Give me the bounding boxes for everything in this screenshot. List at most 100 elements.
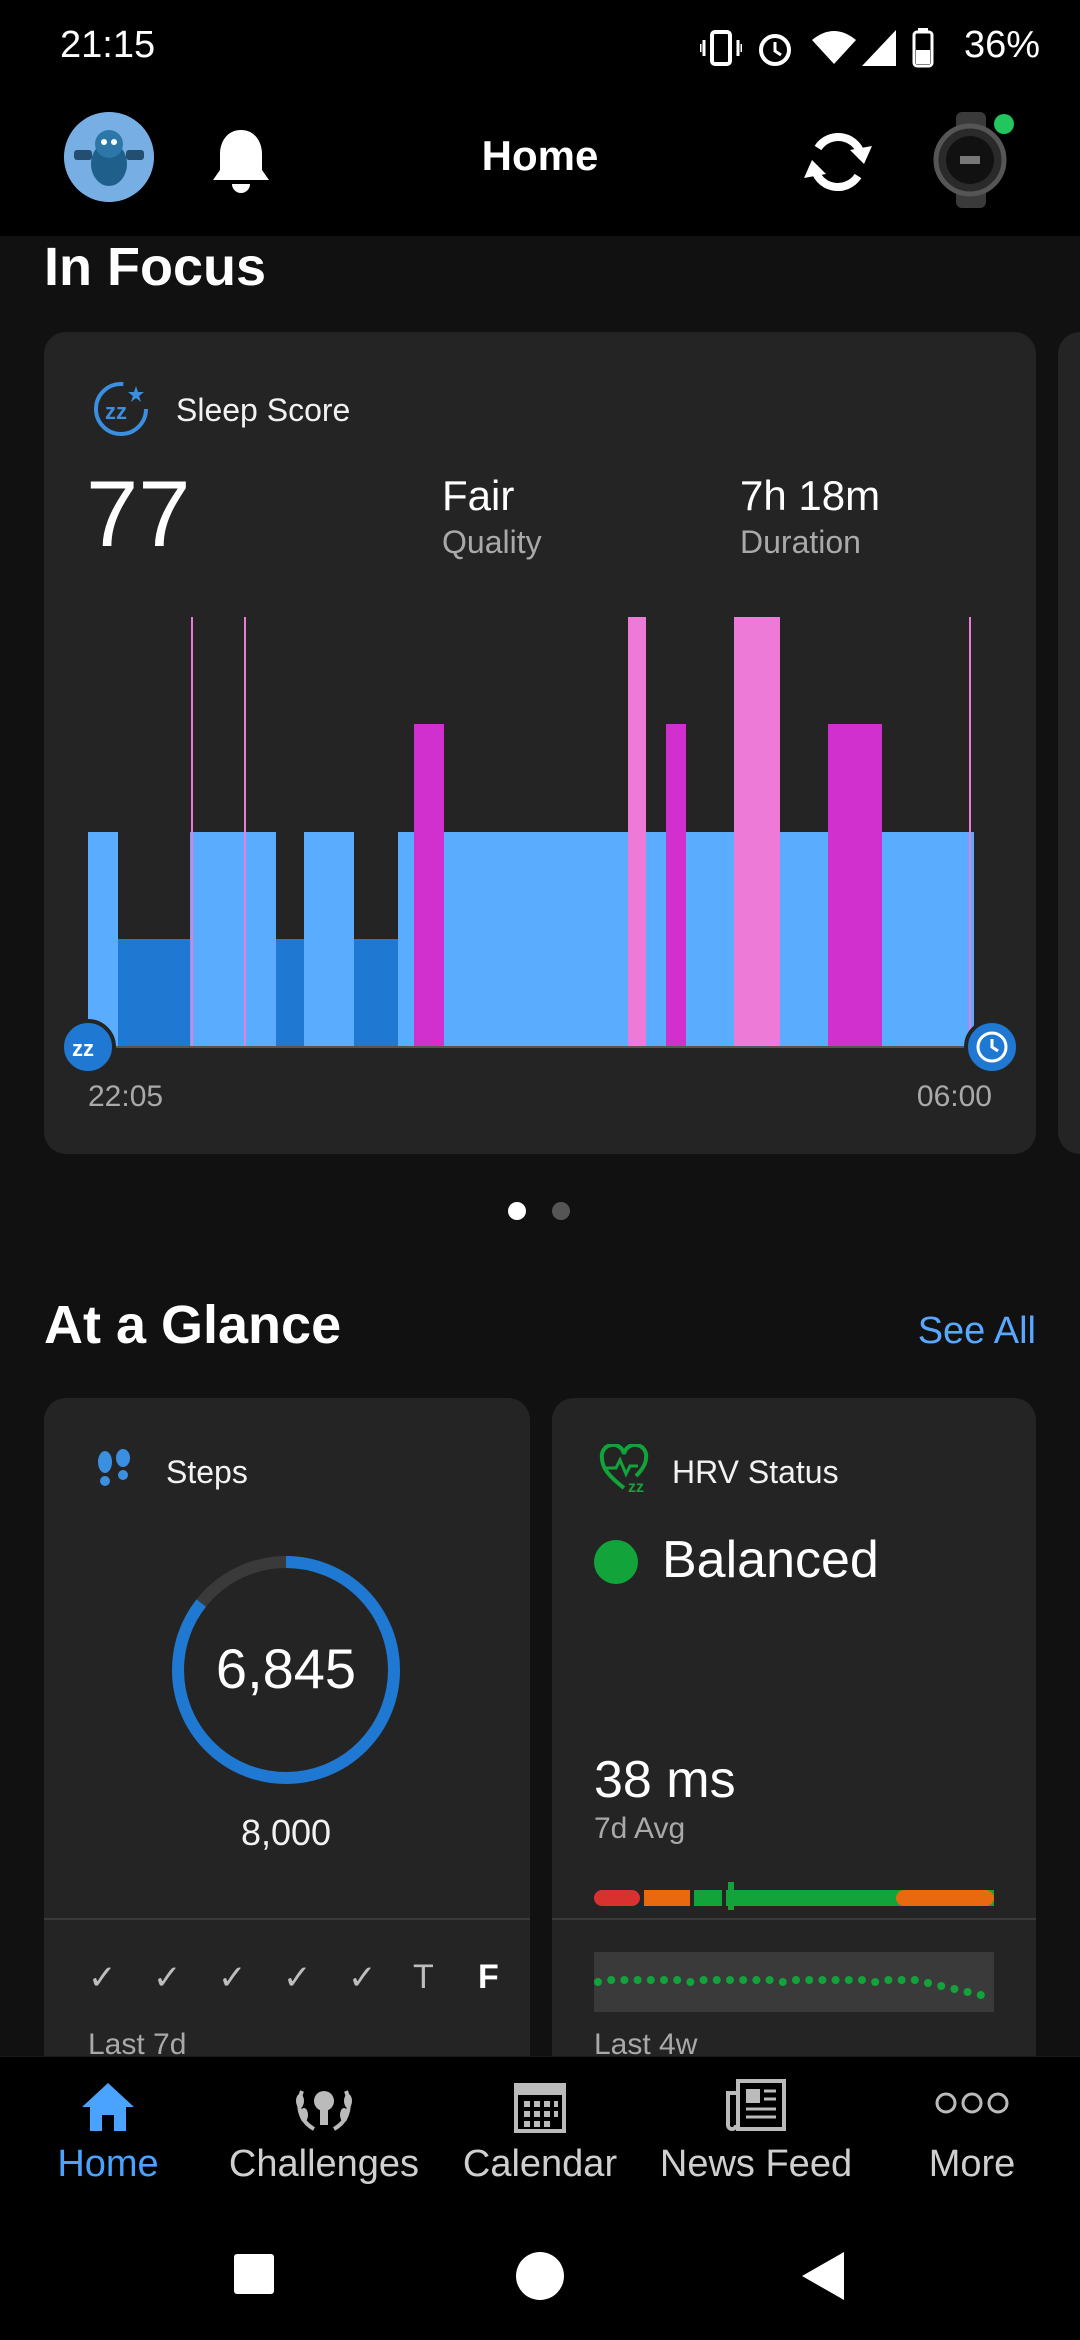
hrv-trend-point bbox=[765, 1976, 774, 1984]
hrv-trend-point bbox=[778, 1978, 787, 1986]
hrv-trend-point bbox=[673, 1976, 682, 1984]
bottom-navigation: Home Challenges Calendar bbox=[0, 2056, 1080, 2209]
hrv-trend-point bbox=[594, 1978, 602, 1986]
bell-icon[interactable] bbox=[210, 126, 272, 196]
calendar-icon bbox=[514, 2083, 566, 2133]
sleep-quality-label: Quality bbox=[442, 524, 542, 560]
hrv-trend-point bbox=[844, 1976, 853, 1984]
steps-divider bbox=[44, 1918, 530, 1920]
signal-icon bbox=[862, 30, 896, 66]
hrv-range-bar bbox=[594, 1882, 994, 1910]
sleep-duration-value: 7h 18m bbox=[740, 472, 881, 519]
page-dot-2[interactable] bbox=[552, 1202, 570, 1220]
next-focus-card-peek[interactable] bbox=[1058, 332, 1080, 1154]
hrv-trend-point bbox=[792, 1976, 800, 1984]
steps-day-marker: F bbox=[478, 1958, 499, 1996]
steps-card-title: Steps bbox=[166, 1454, 248, 1490]
hrv-trend-chart bbox=[594, 1952, 994, 2012]
nav-news-feed[interactable]: News Feed bbox=[648, 2057, 864, 2209]
sleep-quality-value: Fair bbox=[442, 472, 515, 519]
home-content[interactable]: In Focus zz Sleep Score 77 Fair Quality … bbox=[0, 236, 1080, 2056]
hrv-divider bbox=[552, 1918, 1036, 1920]
hrv-trend-point bbox=[871, 1978, 880, 1986]
hrv-trend-point bbox=[963, 1988, 972, 1996]
hrv-value-label: 7d Avg bbox=[594, 1812, 686, 1845]
hrv-footer: Last 4w bbox=[594, 2028, 698, 2056]
laurel-icon bbox=[296, 2090, 352, 2131]
app-bar: Home bbox=[0, 96, 1080, 236]
status-bar: 21:15 36% bbox=[0, 0, 1080, 96]
svg-text:zz: zz bbox=[628, 1479, 644, 1496]
back-button[interactable] bbox=[800, 2250, 846, 2302]
hrv-trend-point bbox=[831, 1976, 840, 1984]
hrv-heart-icon: zz bbox=[599, 1444, 649, 1496]
watch-device-icon[interactable] bbox=[930, 112, 1020, 208]
steps-day-marker: ✓ bbox=[218, 1959, 247, 1997]
wifi-icon bbox=[812, 31, 856, 64]
vibrate-icon bbox=[700, 30, 742, 66]
sleep-end-time: 06:00 bbox=[916, 1080, 992, 1113]
hrv-trend-point bbox=[686, 1978, 695, 1986]
steps-day-marker: ✓ bbox=[153, 1959, 182, 1997]
hrv-status-dot bbox=[594, 1540, 638, 1584]
hrv-trend-point bbox=[897, 1976, 906, 1984]
recent-apps-button[interactable] bbox=[234, 2254, 274, 2294]
nav-home-label: Home bbox=[57, 2143, 159, 2185]
nav-more[interactable]: More bbox=[864, 2057, 1080, 2209]
sync-icon[interactable] bbox=[800, 124, 876, 200]
hrv-trend-point bbox=[884, 1976, 893, 1984]
hrv-status-card[interactable]: zz HRV Status Balanced 38 ms 7d Avg Last… bbox=[552, 1398, 1036, 2056]
hrv-trend-point bbox=[910, 1976, 919, 1984]
hrv-trend-point bbox=[660, 1976, 668, 1984]
hrv-value: 38 ms bbox=[594, 1751, 736, 1809]
nav-challenges[interactable]: Challenges bbox=[216, 2057, 432, 2209]
avatar-icon bbox=[64, 112, 154, 202]
hrv-trend-point bbox=[699, 1976, 708, 1984]
hrv-trend-point bbox=[805, 1976, 814, 1984]
battery-icon bbox=[912, 28, 934, 68]
hrv-trend-point bbox=[620, 1976, 629, 1984]
hypnogram-bars bbox=[88, 617, 974, 1047]
page-dot-1[interactable] bbox=[508, 1202, 526, 1220]
nav-calendar[interactable]: Calendar bbox=[432, 2057, 648, 2209]
hrv-trend-point bbox=[607, 1976, 616, 1984]
hrv-trend-point bbox=[818, 1976, 827, 1984]
alarm-icon bbox=[759, 34, 791, 66]
steps-day-marker: ✓ bbox=[283, 1959, 312, 1997]
steps-value: 6,845 bbox=[215, 1637, 357, 1700]
hrv-trend-point bbox=[739, 1976, 748, 1984]
hrv-trend-point bbox=[712, 1976, 721, 1984]
hrv-status-value: Balanced bbox=[662, 1531, 879, 1589]
home-icon bbox=[82, 2083, 134, 2131]
home-button[interactable] bbox=[516, 2252, 564, 2300]
newspaper-icon bbox=[726, 2079, 786, 2131]
steps-card[interactable]: Steps 6,845 8,000 ✓ ✓ ✓ ✓ ✓ T F Last 7d bbox=[44, 1398, 530, 2056]
see-all-link[interactable]: See All bbox=[917, 1310, 1036, 1352]
hrv-trend-point bbox=[646, 1976, 655, 1984]
sleep-score-card[interactable]: zz Sleep Score 77 Fair Quality 7h 18m Du… bbox=[44, 332, 1036, 1154]
nav-more-label: More bbox=[928, 2143, 1016, 2185]
more-icon bbox=[935, 2092, 1009, 2114]
steps-goal: 8,000 bbox=[240, 1812, 332, 1853]
sleep-start-icon: zz bbox=[60, 1019, 116, 1075]
sleep-duration-label: Duration bbox=[740, 524, 861, 560]
sleep-end-clock-icon bbox=[964, 1019, 1020, 1075]
hrv-trend-point bbox=[937, 1982, 946, 1990]
in-focus-title: In Focus bbox=[44, 237, 267, 297]
hrv-trend-point bbox=[924, 1979, 932, 1987]
at-a-glance-title: At a Glance bbox=[44, 1295, 342, 1355]
steps-day-marker: T bbox=[413, 1958, 434, 1996]
steps-progress-ring bbox=[172, 1556, 400, 1784]
sleep-start-time: 22:05 bbox=[88, 1080, 164, 1113]
nav-calendar-label: Calendar bbox=[462, 2143, 618, 2185]
nav-challenges-label: Challenges bbox=[228, 2143, 420, 2185]
avatar[interactable] bbox=[64, 112, 154, 202]
nav-home[interactable]: Home bbox=[0, 2057, 216, 2209]
system-navigation-bar bbox=[0, 2208, 1080, 2340]
steps-day-row: ✓ ✓ ✓ ✓ ✓ T F bbox=[88, 1958, 508, 2002]
hrv-card-title: HRV Status bbox=[672, 1454, 839, 1490]
hrv-trend-point bbox=[976, 1991, 985, 1999]
steps-day-marker: ✓ bbox=[88, 1959, 117, 1997]
sleep-card-title: Sleep Score bbox=[176, 392, 351, 428]
hrv-trend-point bbox=[726, 1976, 734, 1984]
